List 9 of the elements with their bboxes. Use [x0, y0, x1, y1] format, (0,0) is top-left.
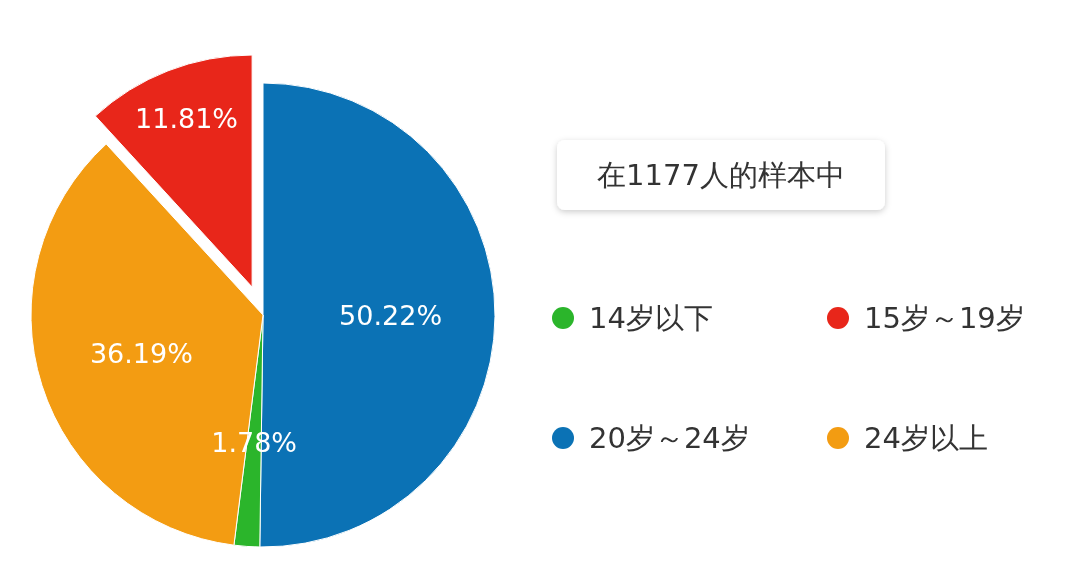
- data-label: 50.22%: [339, 300, 443, 332]
- data-label: 1.78%: [211, 426, 297, 458]
- legend-label: 14岁以下: [589, 301, 713, 335]
- legend-label: 20岁～24岁: [589, 421, 750, 455]
- legend-label: 15岁～19岁: [864, 301, 1025, 335]
- data-label: 36.19%: [89, 338, 193, 370]
- data-label: 11.81%: [135, 102, 238, 134]
- text: 在1177人的样本中: [597, 158, 845, 192]
- legend-label: 24岁以上: [864, 421, 988, 455]
